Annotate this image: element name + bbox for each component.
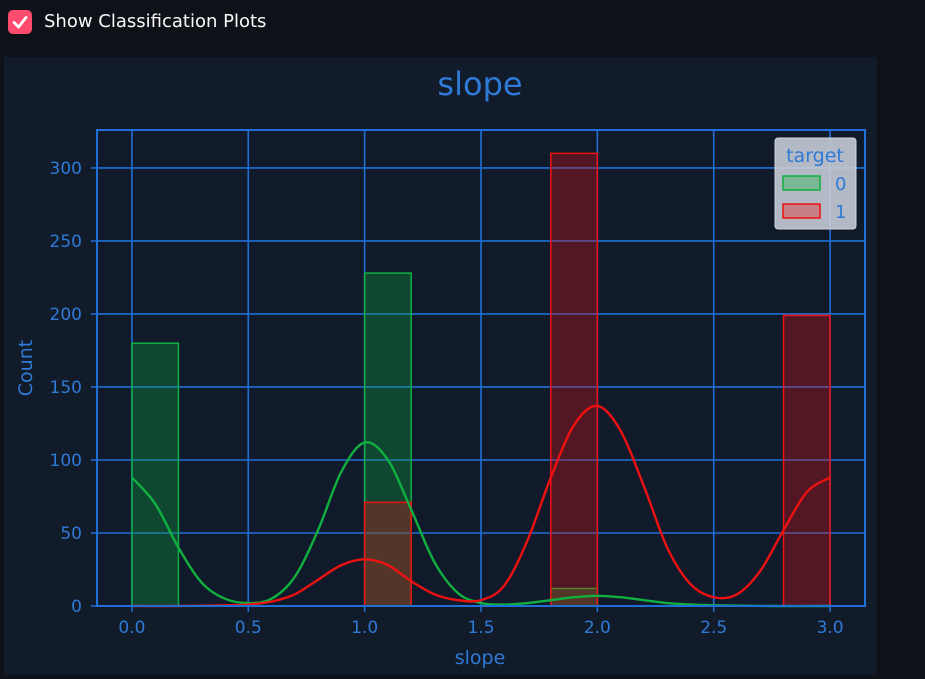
- x-tick-label: 0.5: [235, 618, 262, 638]
- right-margin: [877, 57, 925, 675]
- y-tick-label: 0: [71, 597, 82, 617]
- top-bar: Show Classification Plots: [0, 0, 925, 44]
- classification-plots-checkbox[interactable]: [8, 10, 32, 34]
- bar-series-1: [782, 314, 831, 607]
- y-tick-label: 150: [50, 378, 82, 398]
- legend-box: [774, 137, 857, 230]
- checkmark-icon: [12, 16, 28, 29]
- x-tick-label: 2.5: [700, 618, 727, 638]
- legend-title: target: [786, 145, 844, 167]
- kde-line-series-0: [131, 441, 831, 608]
- legend-swatch-1: [782, 203, 821, 219]
- plot-panel: slope 0.0 0.5 1.0 1.5 2.0 2.5 3.0 0 50 100 150 200 2…: [4, 57, 877, 675]
- x-axis-label: slope: [455, 647, 506, 669]
- x-tick-label: 0.0: [118, 618, 145, 638]
- checkbox-label[interactable]: Show Classification Plots: [44, 11, 267, 32]
- x-tick-label: 3.0: [817, 618, 844, 638]
- bar-series-1: [363, 501, 412, 607]
- y-tick-label: 100: [50, 451, 82, 471]
- x-tick-label: 2.0: [584, 618, 611, 638]
- y-tick-label: 250: [50, 232, 82, 252]
- legend-label-0: 0: [835, 174, 846, 195]
- y-tick-label: 50: [60, 524, 82, 544]
- y-axis-label: Count: [15, 340, 37, 396]
- legend: target 0 1: [774, 137, 857, 230]
- x-tick-label: 1.5: [467, 618, 494, 638]
- legend-swatch-0: [782, 175, 821, 191]
- legend-label-1: 1: [835, 202, 846, 223]
- tick-labels: 0.0 0.5 1.0 1.5 2.0 2.5 3.0 0 50 100 150 200 250 300: [50, 159, 844, 638]
- bar-series-0: [131, 342, 180, 607]
- bars: [131, 152, 831, 607]
- bar-series-0: [363, 272, 412, 607]
- kde-line-series-1: [131, 404, 831, 608]
- bar-series-1: [550, 152, 599, 607]
- chart-title: slope: [437, 65, 522, 103]
- y-tick-label: 200: [50, 305, 82, 325]
- y-tick-label: 300: [50, 159, 82, 179]
- x-tick-label: 1.0: [351, 618, 378, 638]
- histogram-chart: slope 0.0 0.5 1.0 1.5 2.0 2.5 3.0 0 50 100 150 200 2…: [15, 65, 866, 669]
- kde-curves: [131, 404, 831, 608]
